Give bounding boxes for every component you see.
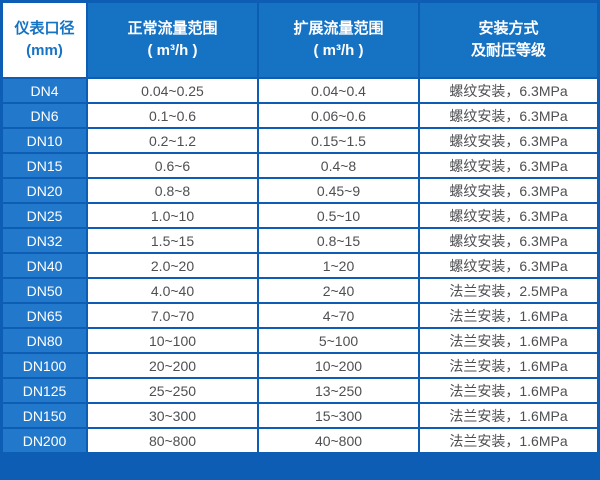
row-diameter-cell: DN100 — [3, 354, 86, 377]
header-installation-line2: 及耐压等级 — [470, 42, 546, 59]
installation-cell: 螺纹安装，6.3MPa — [420, 229, 597, 252]
extended-range-cell: 10~200 — [259, 354, 418, 377]
normal-range-cell: 30~300 — [88, 404, 257, 427]
header-extended-range-line1: 扩展流量范围 — [293, 20, 384, 37]
row-diameter-cell: DN150 — [3, 404, 86, 427]
row-diameter-cell: DN40 — [3, 254, 86, 277]
installation-cell: 法兰安装，1.6MPa — [420, 404, 597, 427]
extended-range-cell: 15~300 — [259, 404, 418, 427]
normal-range-cell: 25~250 — [88, 379, 257, 402]
row-diameter-cell: DN25 — [3, 204, 86, 227]
extended-range-cell: 1~20 — [259, 254, 418, 277]
row-diameter-cell: DN65 — [3, 304, 86, 327]
extended-range-cell: 0.5~10 — [259, 204, 418, 227]
header-diameter: 仪表口径 (mm) — [3, 3, 86, 77]
extended-range-cell: 0.06~0.6 — [259, 104, 418, 127]
header-normal-range: 正常流量范围 ( m³/h ) — [88, 3, 257, 77]
installation-cell: 法兰安装，1.6MPa — [420, 379, 597, 402]
normal-range-cell: 80~800 — [88, 429, 257, 452]
row-diameter-cell: DN200 — [3, 429, 86, 452]
installation-cell: 螺纹安装，6.3MPa — [420, 129, 597, 152]
row-diameter-cell: DN10 — [3, 129, 86, 152]
header-normal-range-line1: 正常流量范围 — [127, 20, 218, 37]
extended-range-cell: 0.04~0.4 — [259, 79, 418, 102]
extended-range-cell: 0.15~1.5 — [259, 129, 418, 152]
header-diameter-line2: (mm) — [26, 42, 63, 59]
extended-range-cell: 13~250 — [259, 379, 418, 402]
header-extended-range-line2: ( m³/h ) — [313, 42, 364, 59]
normal-range-cell: 0.2~1.2 — [88, 129, 257, 152]
normal-range-cell: 1.5~15 — [88, 229, 257, 252]
installation-cell: 法兰安装，1.6MPa — [420, 329, 597, 352]
row-diameter-cell: DN80 — [3, 329, 86, 352]
installation-cell: 螺纹安装，6.3MPa — [420, 154, 597, 177]
installation-cell: 法兰安装，1.6MPa — [420, 429, 597, 452]
normal-range-cell: 7.0~70 — [88, 304, 257, 327]
header-diameter-line1: 仪表口径 — [14, 20, 75, 37]
installation-cell: 法兰安装，2.5MPa — [420, 279, 597, 302]
row-diameter-cell: DN20 — [3, 179, 86, 202]
row-diameter-cell: DN15 — [3, 154, 86, 177]
extended-range-cell: 0.4~8 — [259, 154, 418, 177]
extended-range-cell: 4~70 — [259, 304, 418, 327]
normal-range-cell: 0.04~0.25 — [88, 79, 257, 102]
row-diameter-cell: DN50 — [3, 279, 86, 302]
normal-range-cell: 0.1~0.6 — [88, 104, 257, 127]
installation-cell: 螺纹安装，6.3MPa — [420, 104, 597, 127]
normal-range-cell: 0.6~6 — [88, 154, 257, 177]
installation-cell: 螺纹安装，6.3MPa — [420, 79, 597, 102]
row-diameter-cell: DN4 — [3, 79, 86, 102]
extended-range-cell: 40~800 — [259, 429, 418, 452]
normal-range-cell: 20~200 — [88, 354, 257, 377]
header-installation-line1: 安装方式 — [478, 20, 539, 37]
installation-cell: 螺纹安装，6.3MPa — [420, 179, 597, 202]
normal-range-cell: 0.8~8 — [88, 179, 257, 202]
extended-range-cell: 0.45~9 — [259, 179, 418, 202]
normal-range-cell: 10~100 — [88, 329, 257, 352]
row-diameter-cell: DN6 — [3, 104, 86, 127]
header-installation: 安装方式 及耐压等级 — [420, 3, 597, 77]
extended-range-cell: 5~100 — [259, 329, 418, 352]
row-diameter-cell: DN32 — [3, 229, 86, 252]
extended-range-cell: 2~40 — [259, 279, 418, 302]
normal-range-cell: 1.0~10 — [88, 204, 257, 227]
installation-cell: 法兰安装，1.6MPa — [420, 304, 597, 327]
installation-cell: 法兰安装，1.6MPa — [420, 354, 597, 377]
installation-cell: 螺纹安装，6.3MPa — [420, 254, 597, 277]
normal-range-cell: 2.0~20 — [88, 254, 257, 277]
header-extended-range: 扩展流量范围 ( m³/h ) — [259, 3, 418, 77]
header-normal-range-line2: ( m³/h ) — [147, 42, 198, 59]
row-diameter-cell: DN125 — [3, 379, 86, 402]
extended-range-cell: 0.8~15 — [259, 229, 418, 252]
installation-cell: 螺纹安装，6.3MPa — [420, 204, 597, 227]
normal-range-cell: 4.0~40 — [88, 279, 257, 302]
